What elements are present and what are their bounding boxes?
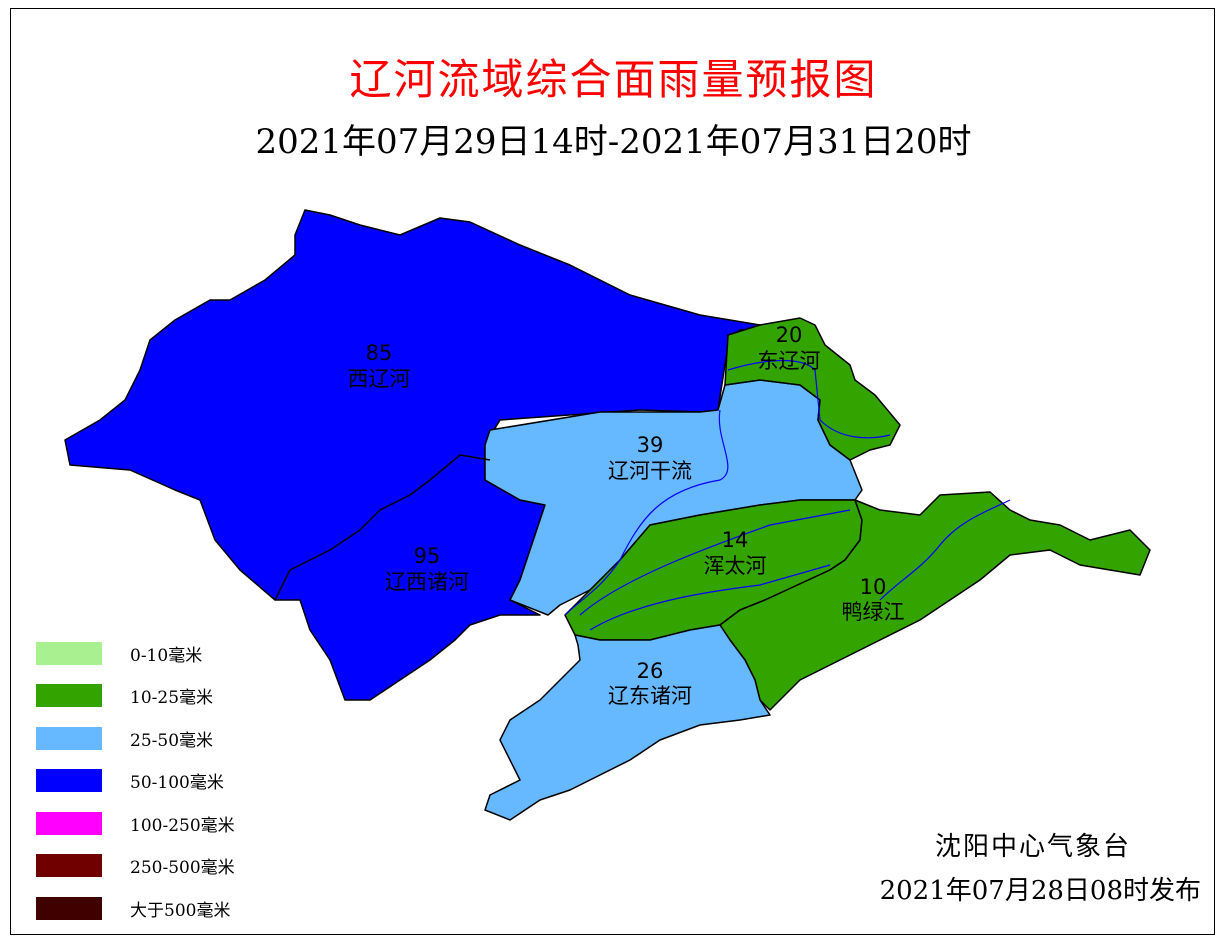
legend-label: 50-100毫米 [130,773,224,794]
region-name: 浑太河 [704,554,767,578]
legend-swatch [36,641,102,665]
region-xiliao-he [64,209,801,701]
issue-date: 2021年07月28日08时发布 [879,876,1201,906]
map-title: 辽河流域综合面雨量预报图 [349,55,878,104]
legend-swatch [36,769,102,793]
region-value: 39 [637,433,664,457]
legend: 0-10毫米 10-25毫米 25-50毫米 50-100毫米 100-250毫… [36,632,235,930]
legend-item: 50-100毫米 [36,760,235,803]
region-name: 辽河干流 [608,459,692,483]
region-value: 26 [637,659,664,683]
legend-label: 100-250毫米 [130,815,235,836]
region-name: 辽东诸河 [608,684,692,708]
legend-item: 100-250毫米 [36,802,235,845]
river-liaohe [727,360,891,439]
legend-swatch [36,811,102,835]
legend-item: 大于500毫米 [36,887,235,930]
legend-label: 大于500毫米 [130,900,231,921]
legend-label: 10-25毫米 [130,688,214,709]
legend-label: 0-10毫米 [130,645,203,666]
issuer: 沈阳中心气象台 [934,832,1131,862]
region-name: 辽西诸河 [385,570,469,594]
region-name: 东辽河 [758,349,821,373]
region-value: 20 [776,323,803,347]
map-frame [10,8,1215,935]
river-liaohe-main [564,409,729,616]
region-yalu-jiang [719,491,1151,711]
legend-swatch [36,896,102,920]
legend-swatch [36,726,102,750]
region-dongliao-he [724,317,901,461]
legend-item: 0-10毫米 [36,632,235,675]
boundary-xiliao-liaoxi [274,454,491,601]
legend-swatch [36,684,102,708]
region-value: 85 [366,341,393,365]
legend-item: 10-25毫米 [36,675,235,718]
region-value: 14 [722,528,749,552]
region-name: 鸭绿江 [842,600,905,624]
region-liaodong-rivers [484,624,771,821]
river-network [564,360,1011,631]
legend-label: 250-500毫米 [130,858,235,879]
legend-label: 25-50毫米 [130,730,214,751]
region-labels: 85 西辽河 95 辽西诸河 39 辽河干流 20 东辽河 14 浑太河 10 … [348,323,905,708]
legend-swatch [36,854,102,878]
river-yalu [879,499,1011,601]
river-taizihe [589,564,831,631]
map-subtitle: 2021年07月29日14时-2021年07月31日20时 [255,122,972,162]
region-value: 95 [414,544,441,568]
river-hunhe [579,509,851,616]
legend-item: 250-500毫米 [36,845,235,888]
region-name: 西辽河 [348,367,411,391]
legend-item: 25-50毫米 [36,717,235,760]
region-value: 10 [860,575,887,599]
